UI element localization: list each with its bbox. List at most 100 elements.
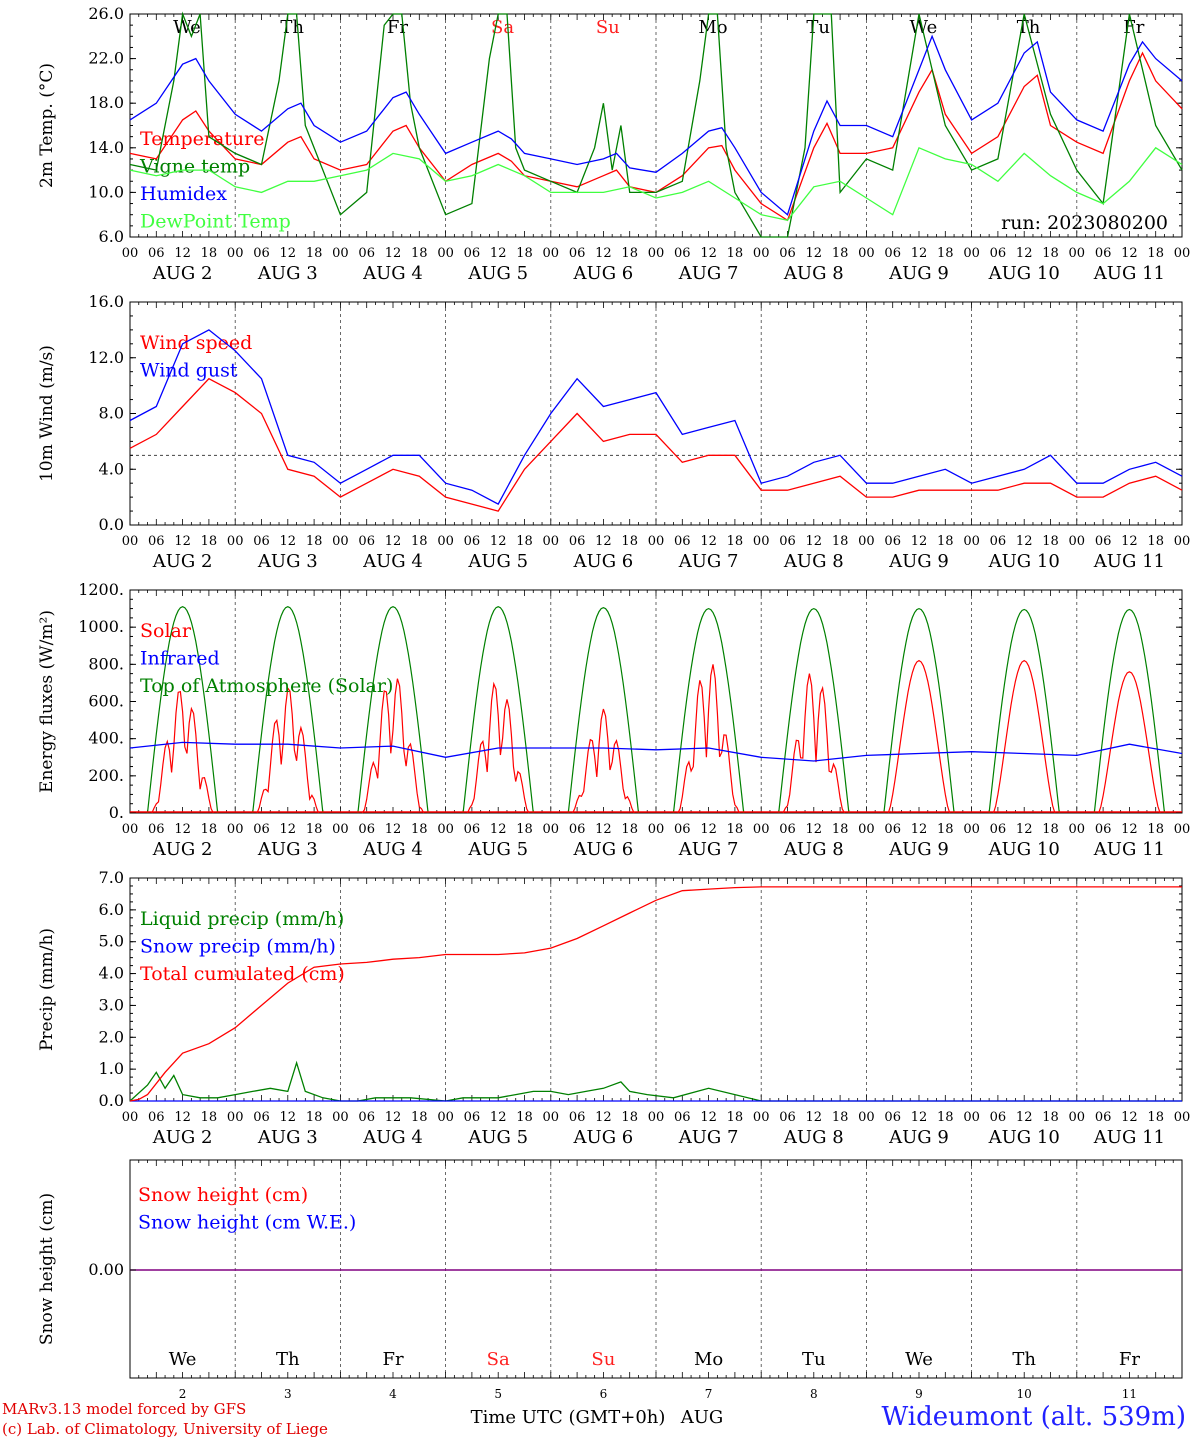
weekday-label: Su bbox=[596, 17, 620, 38]
hour-tick-label: 18 bbox=[727, 534, 744, 549]
day-number-label: 8 bbox=[810, 1387, 818, 1401]
hour-tick-label: 18 bbox=[937, 1110, 954, 1125]
y-tick-label: 0.0 bbox=[99, 515, 124, 534]
date-label: AUG 2 bbox=[152, 263, 213, 284]
hour-tick-label: 00 bbox=[437, 822, 454, 837]
hour-tick-label: 00 bbox=[227, 246, 244, 261]
hour-tick-label: 00 bbox=[332, 246, 349, 261]
hour-tick-label: 00 bbox=[963, 246, 980, 261]
series-solar bbox=[151, 690, 214, 814]
hour-tick-label: 00 bbox=[1174, 822, 1191, 837]
hour-tick-label: 00 bbox=[332, 822, 349, 837]
weekday-label: Fr bbox=[387, 17, 408, 38]
panel-4: 0.0 1.0 2.0 3.0 4.0 5.0 6.0 7.0 Precip (mm/h) 00 0… bbox=[37, 868, 1190, 1148]
hour-tick-label: 00 bbox=[1069, 822, 1086, 837]
hour-tick-label: 00 bbox=[858, 534, 875, 549]
y-tick-label: 1000. bbox=[78, 617, 124, 636]
hour-tick-label: 00 bbox=[1069, 1110, 1086, 1125]
hour-tick-label: 18 bbox=[832, 246, 849, 261]
hour-tick-label: 06 bbox=[569, 534, 586, 549]
legend-entry: Snow height (cm W.E.) bbox=[138, 1212, 356, 1234]
hour-tick-label: 12 bbox=[1121, 822, 1138, 837]
hour-tick-label: 06 bbox=[990, 534, 1007, 549]
weekday-label: Su bbox=[591, 1349, 615, 1370]
y-axis-label: Energy fluxes (W/m²) bbox=[37, 610, 57, 793]
hour-tick-label: 06 bbox=[884, 822, 901, 837]
legend-entry: Liquid precip (mm/h) bbox=[140, 908, 344, 930]
hour-tick-label: 06 bbox=[253, 822, 270, 837]
hour-tick-label: 18 bbox=[621, 246, 638, 261]
hour-tick-label: 12 bbox=[911, 1110, 928, 1125]
hour-tick-label: 06 bbox=[884, 1110, 901, 1125]
series-toa-solar bbox=[883, 607, 955, 814]
panel-3: 0. 200. 400. 600. 800. 1000. 1200. Energy fluxe… bbox=[37, 580, 1190, 860]
hour-tick-label: 00 bbox=[858, 1110, 875, 1125]
hour-tick-label: 12 bbox=[490, 822, 507, 837]
date-label: AUG 10 bbox=[988, 839, 1060, 860]
day-number-label: 5 bbox=[494, 1387, 502, 1401]
hour-tick-label: 00 bbox=[122, 822, 139, 837]
series-dewpoint-temp bbox=[129, 146, 1183, 222]
weekday-label: Tu bbox=[802, 1349, 826, 1370]
hour-tick-label: 06 bbox=[674, 1110, 691, 1125]
date-label: AUG 9 bbox=[888, 1127, 949, 1148]
series-humidex bbox=[129, 34, 1183, 216]
hour-tick-label: 06 bbox=[464, 246, 481, 261]
series-solar bbox=[256, 686, 320, 814]
hour-tick-label: 06 bbox=[464, 534, 481, 549]
hour-tick-label: 06 bbox=[990, 822, 1007, 837]
date-label: AUG 6 bbox=[573, 263, 634, 284]
hour-tick-label: 00 bbox=[648, 1110, 665, 1125]
hour-tick-label: 18 bbox=[201, 246, 218, 261]
date-label: AUG 3 bbox=[257, 263, 318, 284]
series-toa-solar bbox=[778, 607, 850, 814]
y-tick-label: 0.00 bbox=[88, 1260, 124, 1279]
day-number-label: 9 bbox=[915, 1387, 923, 1401]
y-tick-label: 5.0 bbox=[99, 932, 124, 951]
date-label: AUG 9 bbox=[888, 551, 949, 572]
hour-tick-label: 12 bbox=[1121, 534, 1138, 549]
series-toa-solar bbox=[988, 608, 1060, 814]
hour-tick-label: 18 bbox=[516, 1110, 533, 1125]
panel-frame bbox=[129, 301, 1183, 526]
hour-tick-label: 12 bbox=[911, 246, 928, 261]
date-label: AUG 5 bbox=[467, 839, 528, 860]
hour-tick-label: 12 bbox=[385, 534, 402, 549]
hour-tick-label: 06 bbox=[464, 1110, 481, 1125]
legend-entry: DewPoint Temp bbox=[140, 211, 291, 233]
date-label: AUG 7 bbox=[678, 263, 739, 284]
series-toa-solar bbox=[462, 606, 534, 814]
weekday-label: Fr bbox=[1119, 1349, 1140, 1370]
y-axis-label: Precip (mm/h) bbox=[37, 928, 57, 1051]
series-vigne-temp bbox=[129, 11, 1183, 238]
hour-tick-label: 06 bbox=[884, 534, 901, 549]
date-label: AUG 11 bbox=[1093, 551, 1165, 572]
hour-tick-label: 18 bbox=[411, 822, 428, 837]
hour-tick-label: 18 bbox=[411, 246, 428, 261]
hour-tick-label: 06 bbox=[1095, 246, 1112, 261]
hour-tick-label: 12 bbox=[806, 822, 823, 837]
y-axis-label: Snow height (cm) bbox=[37, 1193, 57, 1345]
weekday-label: Fr bbox=[382, 1349, 403, 1370]
run-label: run: 2023080200 bbox=[1001, 212, 1168, 234]
hour-tick-label: 06 bbox=[1095, 534, 1112, 549]
hour-tick-label: 00 bbox=[648, 246, 665, 261]
panel-1: 6.0 10.0 14.0 18.0 22.0 26.0 2m Temp. (°C) 00 06… bbox=[37, 4, 1190, 284]
y-tick-label: 12.0 bbox=[88, 348, 124, 367]
hour-tick-label: 12 bbox=[280, 1110, 297, 1125]
date-label: AUG 6 bbox=[573, 1127, 634, 1148]
hour-tick-label: 12 bbox=[1016, 1110, 1033, 1125]
y-tick-label: 4.0 bbox=[99, 964, 124, 983]
date-label: AUG 10 bbox=[988, 551, 1060, 572]
hour-tick-label: 18 bbox=[306, 1110, 323, 1125]
hour-tick-label: 18 bbox=[516, 246, 533, 261]
day-number-label: 7 bbox=[705, 1387, 713, 1401]
series-toa-solar bbox=[252, 606, 324, 814]
series-toa-solar bbox=[146, 606, 219, 814]
series-solar bbox=[782, 673, 846, 814]
hour-tick-label: 00 bbox=[437, 1110, 454, 1125]
hour-tick-label: 18 bbox=[201, 822, 218, 837]
hour-tick-label: 18 bbox=[1147, 1110, 1164, 1125]
panel-frame bbox=[129, 589, 1183, 814]
